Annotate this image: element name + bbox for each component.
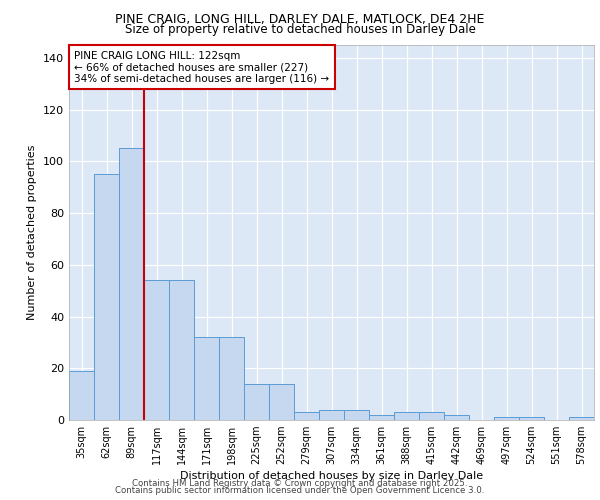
Text: PINE CRAIG, LONG HILL, DARLEY DALE, MATLOCK, DE4 2HE: PINE CRAIG, LONG HILL, DARLEY DALE, MATL… bbox=[115, 12, 485, 26]
Bar bbox=[369, 415, 394, 420]
Bar bbox=[194, 337, 219, 420]
Text: PINE CRAIG LONG HILL: 122sqm
← 66% of detached houses are smaller (227)
34% of s: PINE CRAIG LONG HILL: 122sqm ← 66% of de… bbox=[74, 50, 329, 84]
Bar bbox=[494, 418, 519, 420]
Bar bbox=[69, 371, 94, 420]
X-axis label: Distribution of detached houses by size in Darley Dale: Distribution of detached houses by size … bbox=[180, 472, 483, 482]
Bar bbox=[119, 148, 144, 420]
Bar bbox=[169, 280, 194, 420]
Bar bbox=[419, 412, 444, 420]
Bar bbox=[94, 174, 119, 420]
Bar bbox=[244, 384, 269, 420]
Bar bbox=[394, 412, 419, 420]
Text: Size of property relative to detached houses in Darley Dale: Size of property relative to detached ho… bbox=[125, 22, 475, 36]
Bar bbox=[569, 418, 594, 420]
Bar bbox=[519, 418, 544, 420]
Text: Contains public sector information licensed under the Open Government Licence 3.: Contains public sector information licen… bbox=[115, 486, 485, 495]
Bar bbox=[219, 337, 244, 420]
Bar bbox=[294, 412, 319, 420]
Bar bbox=[319, 410, 344, 420]
Bar bbox=[144, 280, 169, 420]
Bar bbox=[269, 384, 294, 420]
Bar bbox=[344, 410, 369, 420]
Bar bbox=[444, 415, 469, 420]
Text: Contains HM Land Registry data © Crown copyright and database right 2025.: Contains HM Land Registry data © Crown c… bbox=[132, 478, 468, 488]
Y-axis label: Number of detached properties: Number of detached properties bbox=[28, 145, 37, 320]
